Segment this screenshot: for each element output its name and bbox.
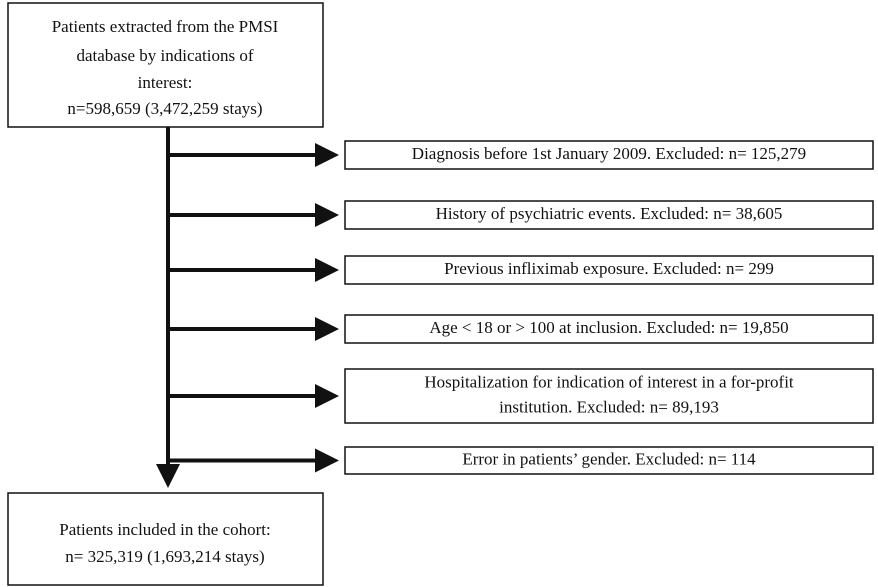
exclusion-box — [344, 446, 874, 475]
exclusion-text: institution. Excluded: n= 89,193 — [499, 397, 719, 416]
exclusion-text: Hospitalization for indication of intere… — [424, 372, 794, 391]
exclusion-box — [344, 200, 874, 230]
bottom-box — [7, 492, 324, 586]
exclusion-text: Error in patients’ gender. Excluded: n= … — [462, 449, 756, 468]
exclusion-text: Age < 18 or > 100 at inclusion. Excluded… — [429, 318, 788, 337]
top-box-line: n=598,659 (3,472,259 stays) — [67, 99, 262, 118]
exclusion-box — [344, 255, 874, 285]
top-box-line: Patients extracted from the PMSI — [52, 17, 279, 36]
exclusion-box — [344, 314, 874, 344]
exclusion-text: Previous infliximab exposure. Excluded: … — [444, 259, 774, 278]
top-box-line: database by indications of — [76, 46, 253, 65]
exclusions: Diagnosis before 1st January 2009. Exclu… — [168, 140, 874, 475]
exclusion-text: Diagnosis before 1st January 2009. Exclu… — [412, 144, 806, 163]
exclusion-box — [344, 140, 874, 170]
exclusion-text: History of psychiatric events. Excluded:… — [436, 204, 783, 223]
bottom-box-line: Patients included in the cohort: — [59, 520, 271, 539]
top-box-line: interest: — [138, 73, 193, 92]
top-box — [7, 2, 324, 128]
bottom-box-line: n= 325,319 (1,693,214 stays) — [65, 547, 264, 566]
exclusion-box — [344, 368, 874, 424]
